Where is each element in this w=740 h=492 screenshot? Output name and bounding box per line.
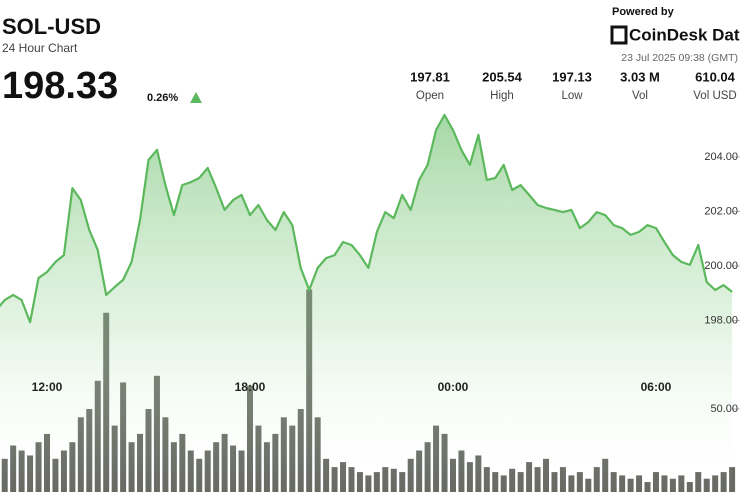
x-tick-label: 06:00 xyxy=(641,380,672,394)
price-area xyxy=(0,115,733,492)
timestamp: 23 Jul 2025 09:38 (GMT) xyxy=(621,52,738,64)
subtitle: 24 Hour Chart xyxy=(2,41,78,55)
x-tick-label: 00:00 xyxy=(438,380,469,394)
brand-logo xyxy=(610,25,628,45)
y-tick-label: 202.00 xyxy=(704,205,738,217)
stat-label: Low xyxy=(561,90,583,102)
price: 198.33 xyxy=(2,65,118,107)
stat-value: 197.13 xyxy=(552,69,592,84)
price-change: 0.26% xyxy=(147,92,178,104)
y-tick-label: 204.00 xyxy=(704,151,738,163)
x-tick-label: 18:00 xyxy=(235,380,266,394)
stat-value: 3.03 M xyxy=(620,69,660,84)
stat-label: Vol xyxy=(632,90,648,102)
up-arrow xyxy=(190,92,202,103)
x-tick-label: 12:00 xyxy=(32,380,63,394)
plot-area: 198.00 200.00 202.00 204.00 50.00 12:00 18:00 0… xyxy=(0,113,740,492)
stat-value: 205.54 xyxy=(482,69,523,84)
y-tick-label: 200.00 xyxy=(704,260,738,272)
symbol-title: SOL-USD xyxy=(2,14,101,39)
brand: CoinDesk Data xyxy=(629,25,740,44)
stat-label: Open xyxy=(416,90,444,102)
powered-by: Powered by xyxy=(612,6,675,18)
price-line xyxy=(0,113,733,324)
stat-value: 610.04 xyxy=(695,69,736,84)
y2-tick-label: 50.00 xyxy=(710,403,738,415)
stat-value: 197.81 xyxy=(410,69,450,84)
y-tick-label: 198.00 xyxy=(704,314,738,326)
stat-label: High xyxy=(490,90,514,102)
stat-label: Vol USD xyxy=(693,90,736,102)
stats: 197.81 Open 205.54 High 197.13 Low 3.03 M Vol 61… xyxy=(410,69,737,102)
